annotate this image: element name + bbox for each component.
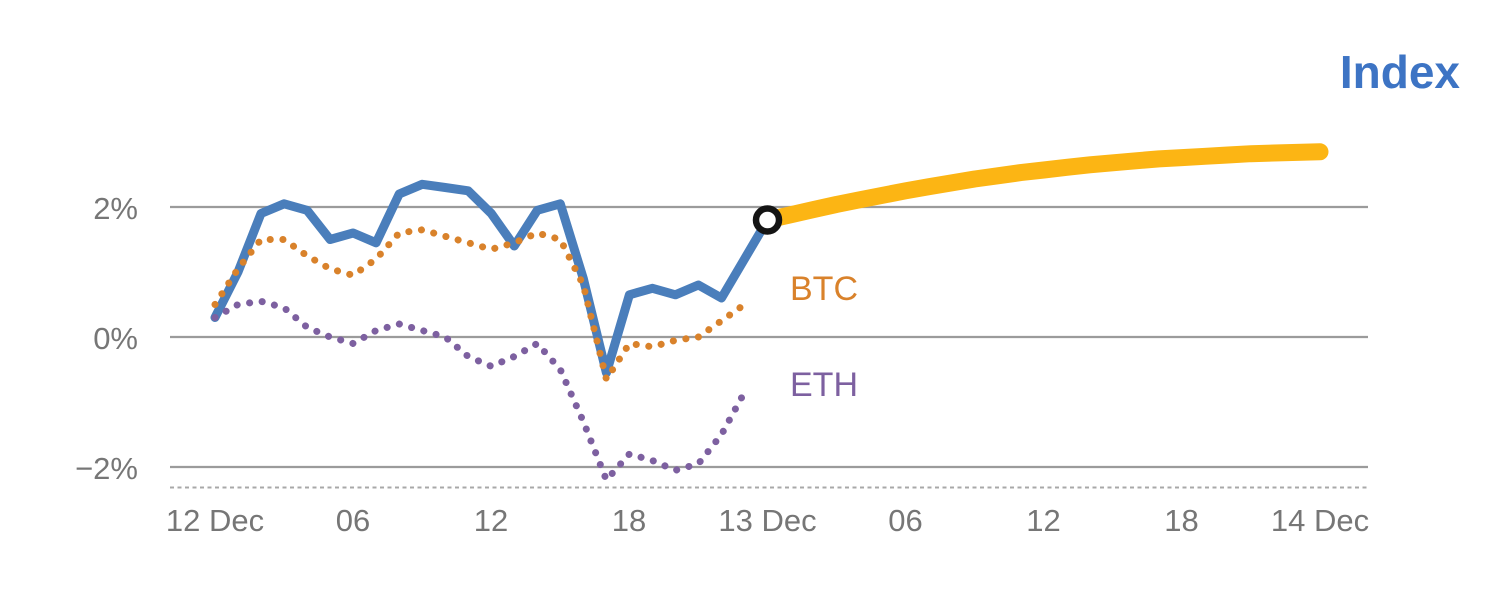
series-line-btc [211,226,748,383]
x-tick-18-d2: 18 [1164,503,1198,538]
x-tick-14dec: 14 Dec [1271,503,1369,538]
series-line-index-forecast [759,143,1329,229]
gridlines [170,205,1368,469]
series-lines [210,143,1329,484]
series-line-index [210,179,772,378]
x-tick-12-d1: 12 [474,503,508,538]
eth-series-label: ETH [790,366,858,404]
chart-title: Index [1340,46,1461,98]
btc-series-label: BTC [790,270,858,308]
x-tick-18-d1: 18 [612,503,646,538]
y-tick-minus-2pct: −2% [75,451,138,486]
x-axis-labels: 12 Dec 06 12 18 13 Dec 06 12 18 14 Dec [166,503,1369,538]
y-tick-0pct: 0% [93,321,138,356]
y-tick-plus-2pct: 2% [93,191,138,226]
x-tick-13dec: 13 Dec [718,503,816,538]
x-tick-06-d1: 06 [336,503,370,538]
x-tick-12dec: 12 Dec [166,503,264,538]
current-point-marker [752,205,783,235]
x-tick-12-d2: 12 [1026,503,1060,538]
x-tick-06-d2: 06 [888,503,922,538]
series-line-eth [211,297,748,484]
y-axis-labels: 2% 0% −2% [75,191,138,486]
latest-value-marker [752,205,783,235]
